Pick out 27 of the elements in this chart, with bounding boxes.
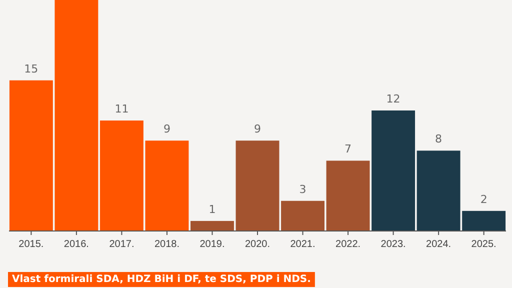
data-label: 11 [114,102,129,116]
x-tick-label: 2025. [471,239,496,250]
bar [326,160,370,231]
text: Vlast formirali SDA, HDZ BiH i DF, te SDS, PDP i NDS. [12,274,311,285]
bar [281,200,324,231]
x-tick-label: 2021. [290,239,316,250]
data-label: 7 [344,142,352,156]
x-tick-label: 2023. [380,239,406,250]
x-tick-label: 2015. [18,239,44,250]
x-tick-label: 2016. [64,239,89,250]
data-label: 3 [299,182,306,196]
x-tick-label: 2018. [154,239,180,250]
bar [190,220,234,231]
x-tick-label: 2019. [200,239,225,250]
data-label: 9 [163,122,170,136]
x-tick-label: 2022. [336,239,361,250]
data-label: 1 [208,202,216,216]
data-label: 2 [480,192,488,206]
x-tick-label: 2020. [244,239,270,250]
data-label: 9 [254,122,261,136]
bar [372,110,416,231]
data-label: 15 [24,62,38,76]
x-tick-label: 2024. [426,239,452,250]
bar [236,140,280,231]
x-tick-label: 2017. [109,239,134,250]
data-label: 12 [386,92,400,106]
data-label: 8 [435,132,442,146]
